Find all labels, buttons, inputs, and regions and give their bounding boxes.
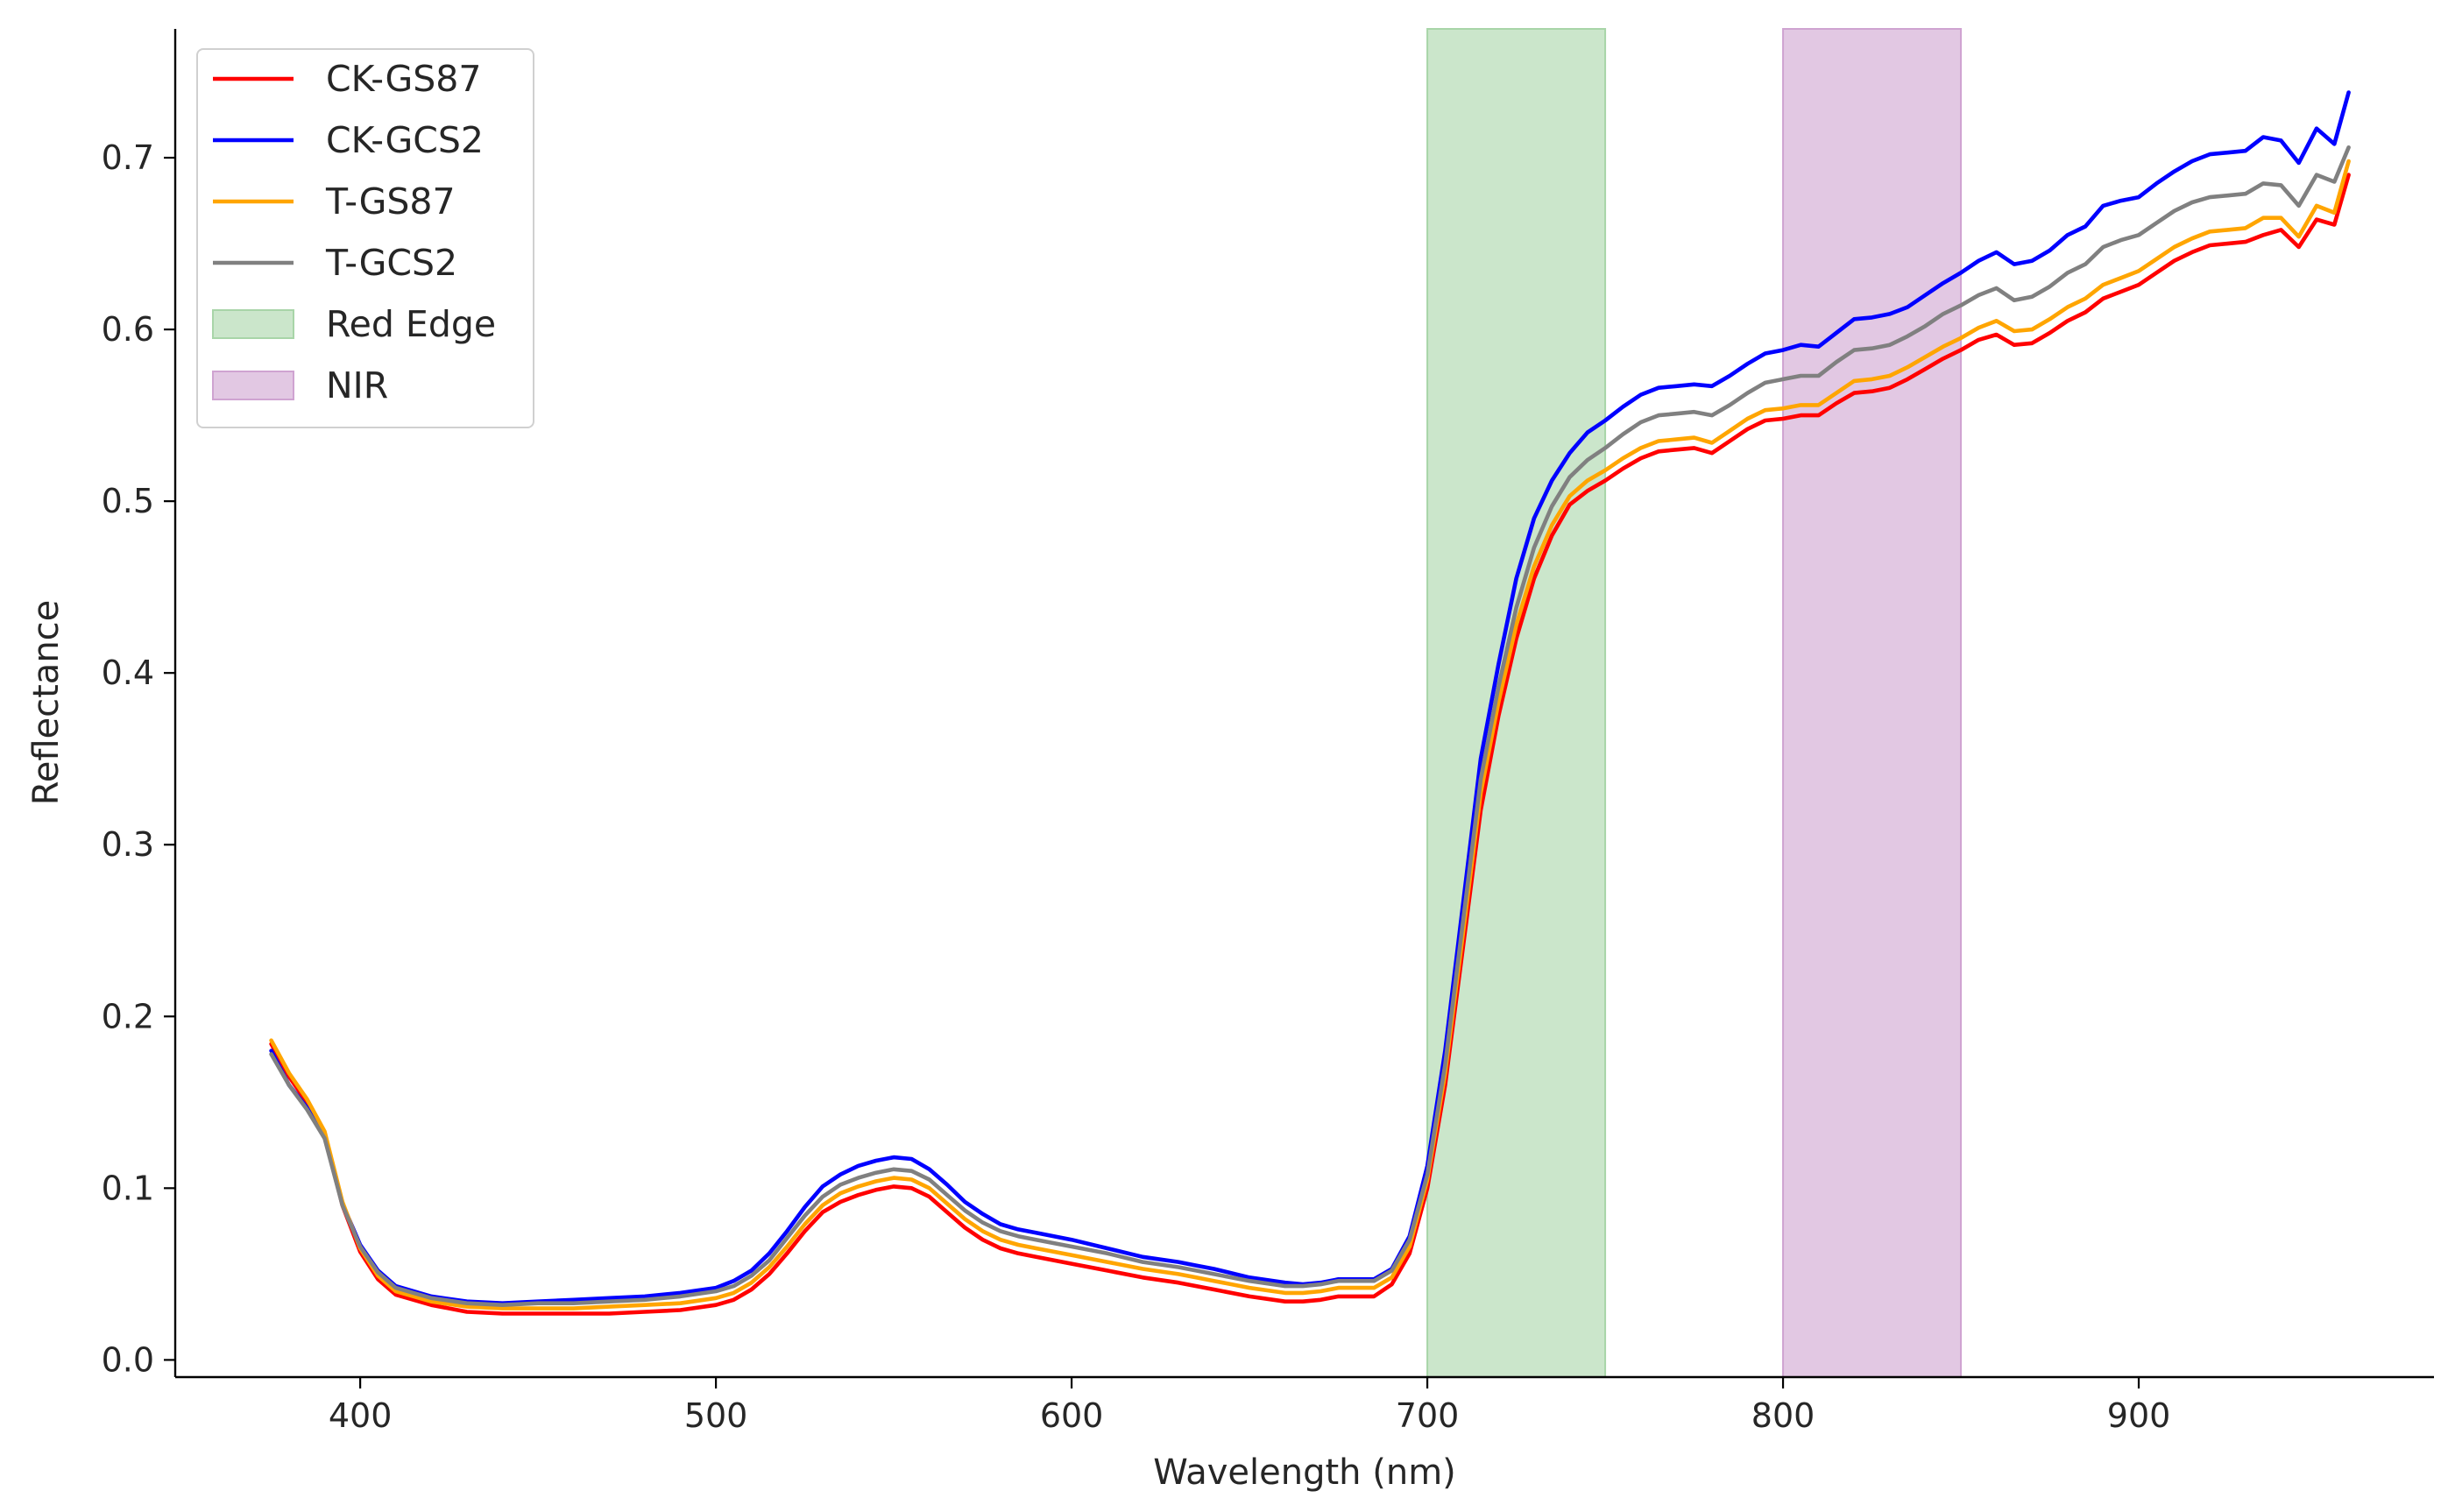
x-ticks: 400 500 600 700 800 900 [329, 1377, 2170, 1435]
legend-label: T-GS87 [325, 180, 456, 223]
x-tick-label: 700 [1396, 1396, 1460, 1435]
legend-label: NIR [326, 364, 388, 406]
legend-label: CK-GS87 [326, 58, 481, 100]
axes [173, 29, 2434, 1379]
x-tick-label: 500 [684, 1396, 748, 1435]
legend-swatch-red-edge [212, 309, 294, 339]
y-tick-label: 0.5 [102, 482, 154, 520]
band-nir [1782, 28, 1963, 1378]
x-tick-label: 900 [2107, 1396, 2171, 1435]
legend-swatch-nir [212, 371, 294, 400]
x-tick-label: 600 [1040, 1396, 1104, 1435]
y-tick-label: 0.4 [102, 654, 154, 692]
legend-label: T-GCS2 [325, 242, 457, 284]
band-red-edge [1426, 28, 1607, 1378]
series-line-ck-gs87 [269, 173, 2351, 1316]
y-axis-label: Reflectance [26, 600, 67, 806]
x-tick-label: 400 [329, 1396, 393, 1435]
y-tick-label: 0.7 [102, 138, 154, 177]
legend-label: Red Edge [326, 303, 496, 345]
y-ticks: 0.0 0.1 0.2 0.3 0.4 0.5 0.6 0.7 [102, 138, 175, 1379]
series-layer [269, 90, 2351, 1316]
y-tick-label: 0.6 [102, 310, 154, 349]
series-line-t-gs87 [269, 159, 2351, 1311]
x-tick-label: 800 [1751, 1396, 1815, 1435]
y-tick-label: 0.3 [102, 825, 154, 864]
legend-label: CK-GCS2 [326, 119, 484, 161]
legend: CK-GS87 CK-GCS2 T-GS87 T-GCS2 Red Edge NIR [196, 48, 534, 428]
y-tick-label: 0.2 [102, 997, 154, 1035]
band-layer [1426, 28, 1963, 1378]
y-tick-label: 0.1 [102, 1169, 154, 1207]
y-tick-label: 0.0 [102, 1340, 154, 1379]
x-axis-label: Wavelength (nm) [1153, 1452, 1456, 1493]
series-line-ck-gcs2 [269, 90, 2351, 1305]
series-line-t-gcs2 [269, 145, 2351, 1307]
